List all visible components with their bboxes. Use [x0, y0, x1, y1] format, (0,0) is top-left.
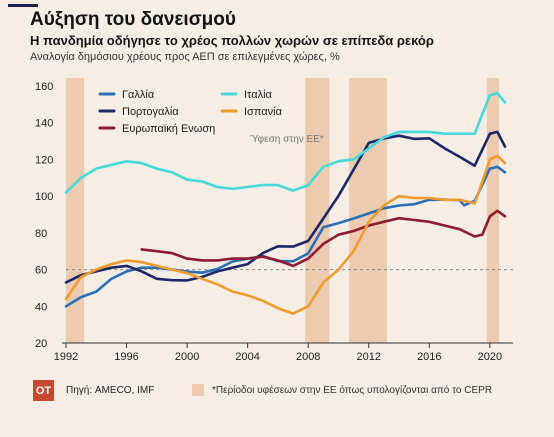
y-tick-label: 120 [35, 154, 53, 166]
y-tick-label: 100 [35, 191, 53, 203]
chart-units-note: Αναλογία δημόσιου χρέους προς ΑΕΠ σε επι… [30, 51, 340, 63]
series-line-4 [64, 154, 507, 315]
recession-note: *Περίοδοι υφέσεων στην ΕΕ όπως υπολογίζο… [212, 385, 493, 396]
recession-annotation: Ύφεση στην ΕΕ* [250, 134, 324, 145]
legend-label: Ευρωπαϊκή Ενωση [122, 123, 215, 135]
legend-label: Γαλλία [122, 89, 155, 101]
y-tick-label: 160 [35, 81, 53, 93]
recession-band-3 [486, 78, 499, 343]
y-tick-label: 140 [35, 118, 53, 130]
chart-title: Αύξηση του δανεισμού [30, 9, 236, 30]
x-tick-label: 2004 [235, 351, 259, 363]
legend-label: Ιταλία [244, 89, 273, 101]
y-tick-label: 20 [35, 338, 47, 350]
source-note: Πηγή: AMECO, IMF [66, 385, 155, 396]
axes: 20 40 60 80 100 120 140 160 1992 1996 2000 2004 2008… [35, 81, 513, 363]
series-line-1 [64, 130, 507, 284]
legend-label: Πορτογαλία [122, 106, 179, 118]
x-tick-label: 2008 [296, 351, 320, 363]
legend: Γαλλία Πορτογαλία Ευρωπαϊκή Ενωση Ιταλία Ισπ… [98, 89, 283, 135]
ot-logo: OT [33, 380, 54, 401]
chart-subtitle: Η πανδημία οδήγησε το χρέος πολλών χωρών… [30, 33, 434, 48]
top-accent-bar [8, 4, 38, 7]
series-line-3 [64, 92, 507, 194]
legend-label: Ισπανία [244, 106, 283, 118]
y-tick-label: 40 [35, 301, 47, 313]
x-tick-label: 1996 [114, 351, 138, 363]
x-tick-label: 2020 [478, 351, 502, 363]
x-tick-label: 2012 [357, 351, 381, 363]
series-line-2 [140, 209, 507, 268]
series-lines [64, 92, 507, 315]
x-tick-label: 1992 [54, 351, 78, 363]
y-tick-label: 80 [35, 228, 47, 240]
x-tick-label: 2016 [417, 351, 441, 363]
x-tick-label: 2000 [175, 351, 199, 363]
recession-band-1 [305, 78, 330, 343]
recession-swatch [192, 384, 204, 396]
y-tick-label: 60 [35, 265, 47, 277]
